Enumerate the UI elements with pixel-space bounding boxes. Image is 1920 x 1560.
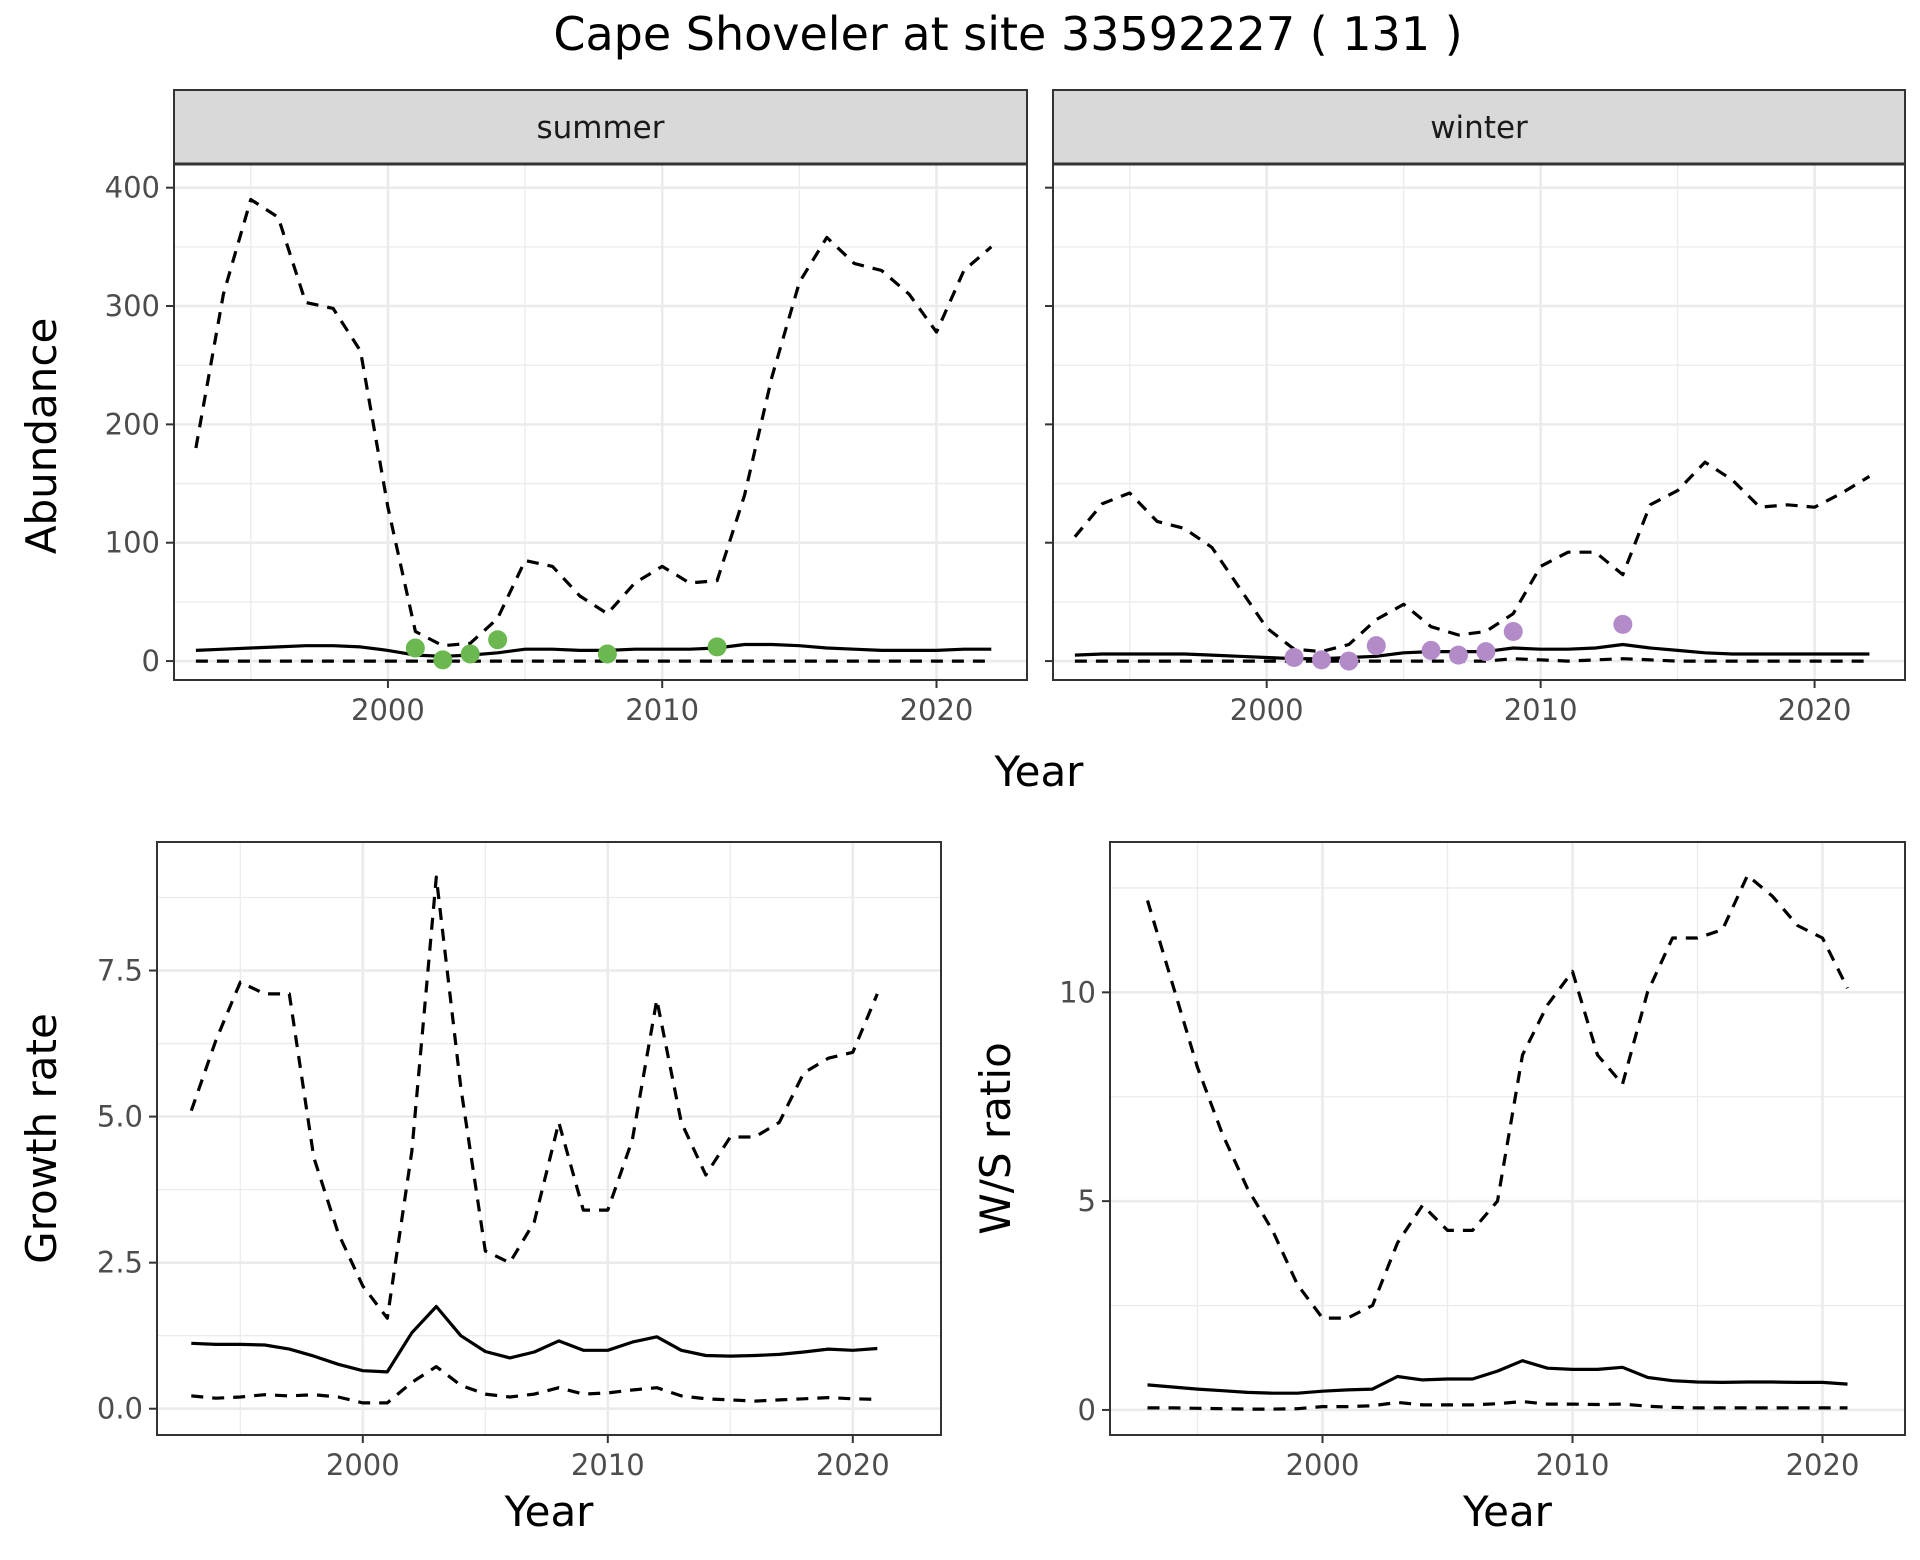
series-line-lower [191,1364,878,1405]
x-axis-title: Year [1462,1487,1553,1536]
series-line-lower [1147,1399,1848,1411]
x-tick-label: 2010 [1504,693,1578,727]
observation-point [1476,642,1496,662]
x-tick-label: 2000 [1286,1448,1360,1482]
y-axis-title: Growth rate [17,1013,66,1264]
observation-point [1366,636,1386,656]
x-tick-label: 2010 [625,693,699,727]
observation-point [707,637,727,657]
series-line-mean [1147,1359,1848,1395]
x-tick-label: 2000 [1230,693,1304,727]
series-summer [194,197,993,670]
panel-growth: 2000 2010 2020 0.0 2.5 5.0 7.5 Growth rate Year [17,841,942,1536]
grid-growth [157,842,941,1435]
facet-label: winter [1430,110,1528,146]
facet-label: summer [536,110,664,146]
series-line-upper [1073,460,1871,654]
grid-winter [1053,164,1905,680]
facet-strip [173,89,1028,165]
x-axis-title: Year [994,747,1085,796]
observation-point [1311,650,1331,670]
series-line-mean [1074,642,1870,661]
y-tick-label: 400 [105,171,160,205]
x-tick-label: 2010 [571,1448,645,1482]
y-tick-label: 0 [1078,1393,1096,1427]
y-axis-title: W/S ratio [971,1042,1020,1235]
x-tick-label: 2000 [351,693,425,727]
grid-summer [174,164,1027,680]
y-tick-label: 7.5 [97,954,143,988]
x-tick-label: 2020 [1778,693,1852,727]
figure-title: Cape Shoveler at site 33592227 ( 131 ) [553,7,1462,61]
observation-point [1448,645,1468,665]
y-tick-label: 5.0 [97,1100,143,1134]
x-tick-label: 2020 [816,1448,890,1482]
panel-border [173,163,1028,681]
x-tick-label: 2010 [1536,1448,1610,1482]
series-winter [1073,460,1871,671]
panel-border [1052,163,1906,681]
y-tick-label: 0 [142,644,160,678]
y-tick-label: 100 [105,526,160,560]
x-tick-label: 2020 [1786,1448,1860,1482]
observation-point [1284,648,1304,668]
observation-point [460,644,480,664]
observation-point [1421,640,1441,660]
panel-winter: winter 2000 2010 2020 [1045,89,1906,727]
series-line-upper [194,197,993,648]
observation-point [1503,621,1523,641]
observation-point [597,644,617,664]
x-tick-label: 2020 [900,693,974,727]
panel-summer: summer 2000 2010 2020 0 100 200 300 400 Abundance… [17,89,1085,796]
observation-point [405,638,425,658]
series-line-mean [195,642,992,658]
series-line-upper [1145,873,1849,1320]
x-axis-title: Year [504,1487,595,1536]
observation-point [1613,614,1633,634]
y-tick-label: 2.5 [97,1246,143,1280]
series-ratio [1145,873,1849,1411]
y-tick-label: 10 [1059,975,1096,1009]
y-axis-title: Abundance [17,318,66,555]
y-tick-label: 0.0 [97,1392,143,1426]
series-growth [189,875,879,1405]
observation-point [488,630,508,650]
y-tick-label: 300 [105,289,160,323]
y-tick-label: 200 [105,407,160,441]
x-tick-label: 2000 [326,1448,400,1482]
observation-point [433,650,453,670]
panel-ratio: 2000 2010 2020 0 5 10 W/S ratio Year [971,841,1906,1536]
facet-strip [1052,89,1906,165]
y-tick-label: 5 [1078,1184,1096,1218]
observation-point [1339,651,1359,671]
series-line-upper [189,875,879,1320]
series-line-lower [1074,657,1870,663]
panel-border [156,841,942,1436]
panel-border [1109,841,1906,1436]
series-line-mean [191,1304,878,1374]
grid-ratio [1110,842,1905,1435]
